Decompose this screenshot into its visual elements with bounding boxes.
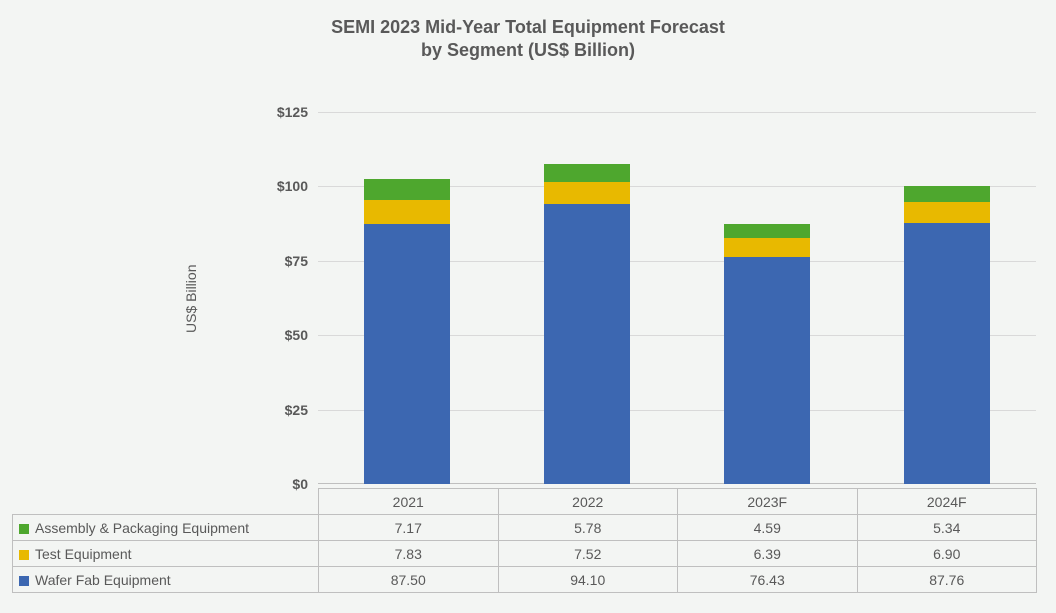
data-cell: 5.78 — [498, 515, 678, 541]
data-cell: 7.83 — [319, 541, 499, 567]
series-name: Assembly & Packaging Equipment — [35, 520, 249, 536]
table-row: Test Equipment 7.837.526.396.90 — [13, 541, 1037, 567]
category-label: 2024F — [857, 489, 1037, 515]
data-cell: 7.52 — [498, 541, 678, 567]
series-name: Wafer Fab Equipment — [35, 572, 171, 588]
bar-segment — [724, 238, 810, 257]
data-cell: 87.50 — [319, 567, 499, 593]
y-tick-label: $75 — [285, 253, 308, 269]
bar-segment — [364, 200, 450, 223]
table-row: Wafer Fab Equipment 87.5094.1076.4387.76 — [13, 567, 1037, 593]
bar-segment — [904, 223, 990, 484]
data-cell: 7.17 — [319, 515, 499, 541]
chart-container: SEMI 2023 Mid-Year Total Equipment Forec… — [0, 0, 1056, 613]
bar-segment — [724, 257, 810, 484]
bar-segment — [364, 179, 450, 200]
chart-title: SEMI 2023 Mid-Year Total Equipment Forec… — [0, 16, 1056, 63]
chart-title-line2: by Segment (US$ Billion) — [421, 40, 635, 60]
legend-marker — [19, 550, 29, 560]
bar-segment — [544, 204, 630, 484]
category-label: 2021 — [319, 489, 499, 515]
bar-segment — [904, 186, 990, 202]
data-cell: 87.76 — [857, 567, 1037, 593]
legend-cell: Test Equipment — [13, 541, 319, 567]
bar-segment — [724, 224, 810, 238]
bar-segment — [364, 224, 450, 484]
category-label: 2022 — [498, 489, 678, 515]
legend-cell: Assembly & Packaging Equipment — [13, 515, 319, 541]
category-label: 2023F — [678, 489, 858, 515]
data-cell: 4.59 — [678, 515, 858, 541]
bar-segment — [904, 202, 990, 223]
table-row: Assembly & Packaging Equipment 7.175.784.… — [13, 515, 1037, 541]
legend-cell: Wafer Fab Equipment — [13, 567, 319, 593]
table-header-row: 202120222023F2024F — [13, 489, 1037, 515]
y-tick-label: $25 — [285, 402, 308, 418]
data-cell: 76.43 — [678, 567, 858, 593]
data-cell: 6.90 — [857, 541, 1037, 567]
bar-group — [904, 112, 990, 484]
data-table: 202120222023F2024FAssembly & Packaging E… — [12, 488, 1037, 593]
series-name: Test Equipment — [35, 546, 132, 562]
legend-marker — [19, 524, 29, 534]
bar-segment — [544, 182, 630, 204]
y-tick-label: $50 — [285, 327, 308, 343]
bar-segment — [544, 164, 630, 181]
y-axis-label: US$ Billion — [183, 265, 199, 333]
data-cell: 5.34 — [857, 515, 1037, 541]
plot-area: $0$25$50$75$100$125 — [318, 112, 1036, 484]
chart-title-line1: SEMI 2023 Mid-Year Total Equipment Forec… — [331, 17, 725, 37]
y-tick-label: $125 — [277, 104, 308, 120]
data-cell: 94.10 — [498, 567, 678, 593]
legend-marker — [19, 576, 29, 586]
bar-group — [544, 112, 630, 484]
table-blank-cell — [13, 489, 319, 515]
bar-group — [364, 112, 450, 484]
y-tick-label: $100 — [277, 178, 308, 194]
data-cell: 6.39 — [678, 541, 858, 567]
bar-group — [724, 112, 810, 484]
